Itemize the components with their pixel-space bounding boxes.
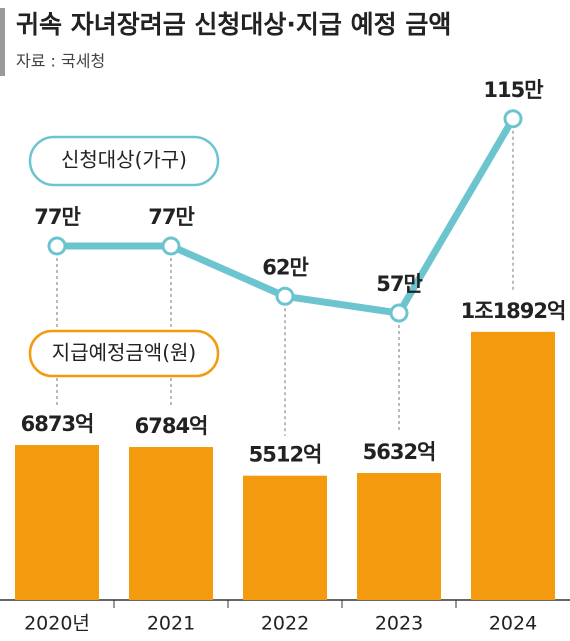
- line-marker: [161, 236, 181, 256]
- bar: [15, 445, 99, 600]
- x-tick-label: 2021: [147, 613, 195, 635]
- x-tick-label: 2022: [261, 613, 309, 635]
- x-tick-label: 2024: [489, 613, 537, 635]
- line-value-label: 77만: [148, 205, 194, 229]
- line-marker: [503, 109, 523, 129]
- bar-value-label: 5512억: [249, 443, 322, 467]
- legend-box: [28, 329, 220, 378]
- x-tick-label: 2023: [375, 613, 423, 635]
- line-value-label: 77만: [34, 205, 80, 229]
- bar-value-label: 1조1892억: [461, 299, 566, 323]
- bar-value-label: 6784억: [135, 414, 208, 438]
- legend-box: [28, 135, 220, 187]
- line-marker: [47, 236, 67, 256]
- bar: [129, 447, 213, 600]
- line-value-label: 115만: [483, 78, 543, 102]
- line-marker: [389, 303, 409, 323]
- legend-label: 지급예정금액(원): [52, 341, 196, 365]
- x-tick-label: 2020년: [24, 613, 90, 635]
- source: 자료 : 국세청: [16, 52, 105, 71]
- chart-title: 귀속 자녀장려금 신청대상·지급 예정 금액: [16, 10, 451, 39]
- line-marker: [275, 286, 295, 306]
- line-value-label: 62만: [262, 255, 308, 279]
- bar: [243, 475, 327, 600]
- legend-label: 신청대상(가구): [61, 148, 187, 172]
- bar-value-label: 5632억: [363, 440, 436, 464]
- bar: [471, 331, 555, 600]
- title-accent: [0, 8, 5, 76]
- bar: [357, 472, 441, 600]
- bar-value-label: 6873억: [21, 412, 94, 436]
- line-value-label: 57만: [376, 272, 422, 296]
